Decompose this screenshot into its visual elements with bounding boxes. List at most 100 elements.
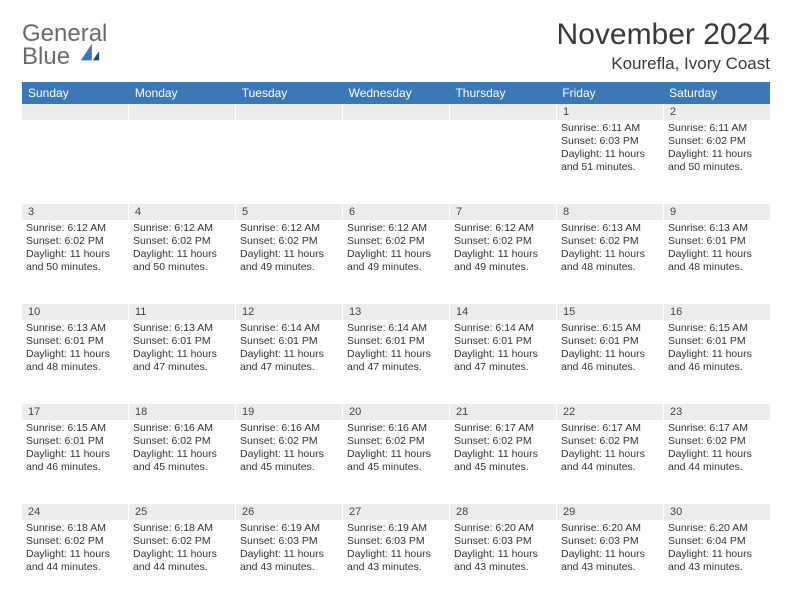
sunrise-text: Sunrise: 6:12 AM: [347, 222, 445, 235]
daynum-row: 10111213141516: [22, 304, 770, 320]
day-number: 22: [557, 404, 664, 420]
sunset-text: Sunset: 6:03 PM: [240, 535, 338, 548]
daylight-text: Daylight: 11 hours and 46 minutes.: [561, 348, 659, 374]
day-cell: Sunrise: 6:14 AMSunset: 6:01 PMDaylight:…: [236, 320, 343, 404]
day-number: 6: [343, 204, 450, 220]
day-cell-body: Sunrise: 6:18 AMSunset: 6:02 PMDaylight:…: [22, 520, 128, 581]
sunset-text: Sunset: 6:01 PM: [26, 435, 124, 448]
daynum-row: 24252627282930: [22, 504, 770, 520]
day-number: 7: [450, 204, 557, 220]
day-number: [129, 104, 236, 120]
day-number: 29: [557, 504, 664, 520]
day-cell: Sunrise: 6:12 AMSunset: 6:02 PMDaylight:…: [22, 220, 129, 304]
sunrise-text: Sunrise: 6:18 AM: [26, 522, 124, 535]
sunrise-text: Sunrise: 6:17 AM: [668, 422, 766, 435]
sunrise-text: Sunrise: 6:16 AM: [347, 422, 445, 435]
dayhead-thu: Thursday: [449, 82, 556, 104]
day-cell: Sunrise: 6:12 AMSunset: 6:02 PMDaylight:…: [450, 220, 557, 304]
calendar-page: General Blue November 2024 Kourefla, Ivo…: [0, 0, 792, 612]
day-number: 9: [664, 204, 770, 220]
daylight-text: Daylight: 11 hours and 43 minutes.: [347, 548, 445, 574]
sunset-text: Sunset: 6:02 PM: [240, 435, 338, 448]
day-cell-body: Sunrise: 6:12 AMSunset: 6:02 PMDaylight:…: [343, 220, 449, 281]
day-number: 10: [22, 304, 129, 320]
sunset-text: Sunset: 6:02 PM: [133, 535, 231, 548]
day-number: 21: [450, 404, 557, 420]
sunrise-text: Sunrise: 6:11 AM: [668, 122, 766, 135]
day-cell-body: Sunrise: 6:15 AMSunset: 6:01 PMDaylight:…: [22, 420, 128, 481]
day-cell: Sunrise: 6:16 AMSunset: 6:02 PMDaylight:…: [129, 420, 236, 504]
daynum-row: 17181920212223: [22, 404, 770, 420]
daylight-text: Daylight: 11 hours and 50 minutes.: [26, 248, 124, 274]
sunset-text: Sunset: 6:03 PM: [347, 535, 445, 548]
daylight-text: Daylight: 11 hours and 51 minutes.: [561, 148, 659, 174]
daylight-text: Daylight: 11 hours and 44 minutes.: [133, 548, 231, 574]
day-cell: Sunrise: 6:13 AMSunset: 6:01 PMDaylight:…: [22, 320, 129, 404]
day-cell: Sunrise: 6:12 AMSunset: 6:02 PMDaylight:…: [236, 220, 343, 304]
day-cell: Sunrise: 6:14 AMSunset: 6:01 PMDaylight:…: [450, 320, 557, 404]
week-row: Sunrise: 6:12 AM Sunset: 6:02 PM Daylight:…: [22, 220, 770, 304]
sunset-text: Sunset: 6:02 PM: [454, 235, 552, 248]
sunrise-text: Sunrise: 6:17 AM: [454, 422, 552, 435]
day-cell-body: Sunrise: 6:11 AMSunset: 6:03 PMDaylight:…: [557, 120, 663, 181]
day-number: [343, 104, 450, 120]
day-cell: Sunrise: 6:12 AMSunset: 6:02 PMDaylight:…: [129, 220, 236, 304]
daylight-text: Daylight: 11 hours and 50 minutes.: [668, 148, 766, 174]
sunrise-text: Sunrise: 6:14 AM: [347, 322, 445, 335]
day-number: 4: [129, 204, 236, 220]
sunrise-text: Sunrise: 6:13 AM: [133, 322, 231, 335]
day-cell-body: Sunrise: 6:16 AMSunset: 6:02 PMDaylight:…: [343, 420, 449, 481]
day-cell-body: Sunrise: 6:15 AMSunset: 6:01 PMDaylight:…: [664, 320, 770, 381]
sunrise-text: Sunrise: 6:20 AM: [454, 522, 552, 535]
dayhead-fri: Friday: [556, 82, 663, 104]
day-cell: Sunrise: 6:20 AMSunset: 6:04 PMDaylight:…: [664, 520, 770, 604]
day-number: 20: [343, 404, 450, 420]
week-row: Sunrise: 6:15 AMSunset: 6:01 PM Daylight:…: [22, 420, 770, 504]
day-number: 11: [129, 304, 236, 320]
day-number: 8: [557, 204, 664, 220]
day-cell-body: Sunrise: 6:13 AMSunset: 6:02 PMDaylight:…: [557, 220, 663, 281]
sunrise-text: Sunrise: 6:16 AM: [133, 422, 231, 435]
day-cell: [22, 120, 129, 204]
day-number: 24: [22, 504, 129, 520]
day-cell: [450, 120, 557, 204]
title-block: November 2024 Kourefla, Ivory Coast: [557, 18, 770, 74]
daylight-text: Daylight: 11 hours and 45 minutes.: [454, 448, 552, 474]
daylight-text: Daylight: 11 hours and 45 minutes.: [347, 448, 445, 474]
day-cell: Sunrise: 6:12 AMSunset: 6:02 PMDaylight:…: [343, 220, 450, 304]
day-cell-body: Sunrise: 6:15 AMSunset: 6:01 PMDaylight:…: [557, 320, 663, 381]
day-number: 23: [664, 404, 770, 420]
day-cell-body: Sunrise: 6:12 AMSunset: 6:02 PMDaylight:…: [236, 220, 342, 281]
daynum-row: 3456789: [22, 204, 770, 220]
dayhead-tue: Tuesday: [236, 82, 343, 104]
day-cell: Sunrise: 6:15 AMSunset: 6:01 PMDaylight:…: [22, 420, 129, 504]
sunrise-text: Sunrise: 6:14 AM: [454, 322, 552, 335]
daylight-text: Daylight: 11 hours and 46 minutes.: [668, 348, 766, 374]
week-row: Sunrise: 6:18 AMSunset: 6:02 PMDaylight:…: [22, 520, 770, 604]
sunset-text: Sunset: 6:01 PM: [668, 235, 766, 248]
day-cell: [343, 120, 450, 204]
day-cell-body: Sunrise: 6:20 AMSunset: 6:04 PMDaylight:…: [664, 520, 770, 581]
day-cell-body: [236, 120, 342, 128]
day-cell-body: Sunrise: 6:17 AMSunset: 6:02 PMDaylight:…: [557, 420, 663, 481]
day-number: 19: [236, 404, 343, 420]
day-cell-body: Sunrise: 6:13 AMSunset: 6:01 PMDaylight:…: [22, 320, 128, 381]
day-cell-body: Sunrise: 6:12 AMSunset: 6:02 PMDaylight:…: [129, 220, 235, 281]
sunrise-text: Sunrise: 6:15 AM: [26, 422, 124, 435]
day-cell-body: [343, 120, 449, 128]
daylight-text: Daylight: 11 hours and 44 minutes.: [668, 448, 766, 474]
day-cell: Sunrise: 6:17 AMSunset: 6:02 PMDaylight:…: [664, 420, 770, 504]
day-number: [22, 104, 129, 120]
day-number: [236, 104, 343, 120]
daylight-text: Daylight: 11 hours and 43 minutes.: [454, 548, 552, 574]
day-number: 14: [450, 304, 557, 320]
week-row: Sunrise: 6:13 AMSunset: 6:01 PMDaylight:…: [22, 320, 770, 404]
day-number: 3: [22, 204, 129, 220]
sunrise-text: Sunrise: 6:17 AM: [561, 422, 659, 435]
day-cell: [129, 120, 236, 204]
day-cell: Sunrise: 6:13 AMSunset: 6:01 PMDaylight:…: [664, 220, 770, 304]
daylight-text: Daylight: 11 hours and 47 minutes.: [133, 348, 231, 374]
day-cell-body: Sunrise: 6:12 AMSunset: 6:02 PMDaylight:…: [22, 220, 128, 281]
sunset-text: Sunset: 6:02 PM: [561, 435, 659, 448]
sunset-text: Sunset: 6:01 PM: [561, 335, 659, 348]
